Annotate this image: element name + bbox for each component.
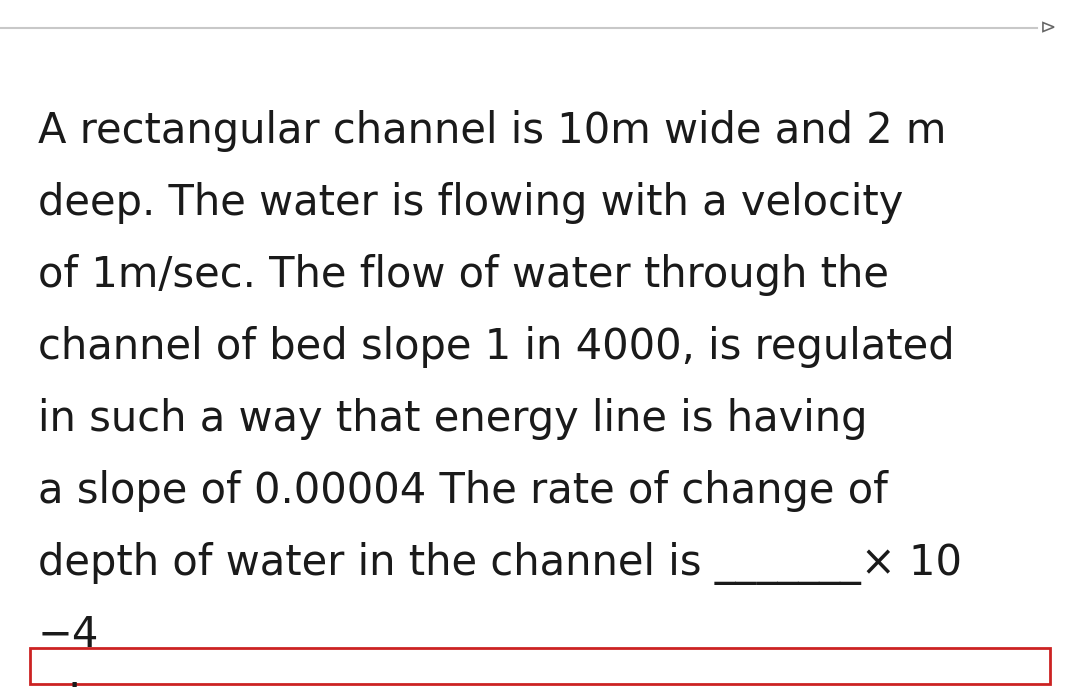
Bar bbox=[30, 648, 1050, 684]
Text: of 1m/sec. The flow of water through the: of 1m/sec. The flow of water through the bbox=[38, 254, 889, 296]
Text: −4: −4 bbox=[38, 614, 99, 656]
Text: depth of water in the channel is _______× 10: depth of water in the channel is _______… bbox=[38, 542, 962, 585]
Text: .: . bbox=[68, 653, 81, 696]
Text: A rectangular channel is 10m wide and 2 m: A rectangular channel is 10m wide and 2 … bbox=[38, 110, 946, 152]
Text: a slope of 0.00004 The rate of change of: a slope of 0.00004 The rate of change of bbox=[38, 470, 888, 512]
Text: channel of bed slope 1 in 4000, is regulated: channel of bed slope 1 in 4000, is regul… bbox=[38, 326, 955, 368]
Text: ⊳: ⊳ bbox=[1040, 19, 1056, 38]
Text: deep. The water is flowing with a velocity: deep. The water is flowing with a veloci… bbox=[38, 182, 903, 224]
Text: in such a way that energy line is having: in such a way that energy line is having bbox=[38, 398, 867, 440]
